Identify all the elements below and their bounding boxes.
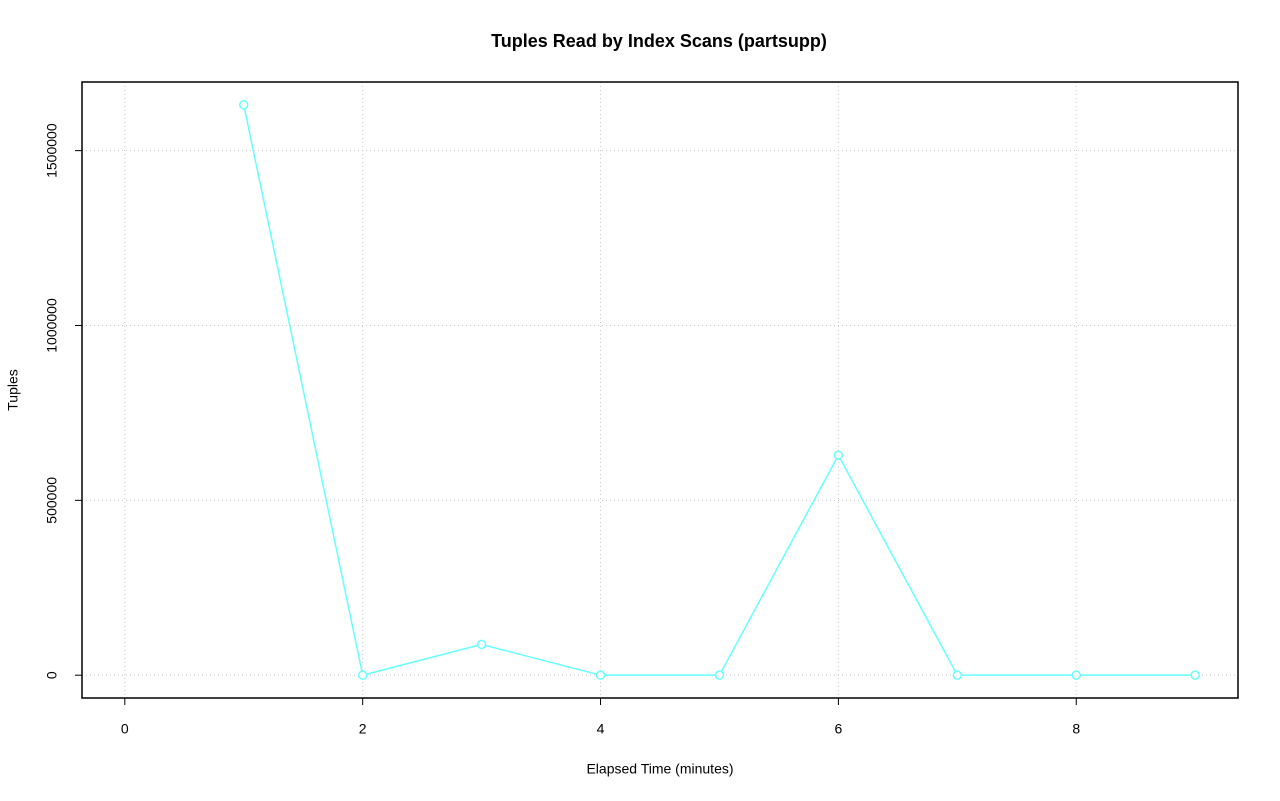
- x-tick-label: 4: [597, 721, 605, 737]
- point: [357, 670, 368, 680]
- point: [1190, 670, 1200, 680]
- point: [714, 670, 725, 680]
- y-axis-label: Tuples: [5, 369, 21, 411]
- x-tick-label: 8: [1072, 721, 1080, 737]
- x-tick-label: 2: [359, 721, 367, 737]
- y-tick-label: 1000000: [44, 298, 60, 353]
- point: [952, 670, 963, 680]
- point: [833, 450, 844, 460]
- x-tick-label: 0: [121, 721, 129, 737]
- x-tick-label: 6: [834, 721, 842, 737]
- series-line: [243, 104, 1196, 677]
- chart-title: Tuples Read by Index Scans (partsupp): [491, 31, 827, 51]
- y-tick-label: 500000: [44, 477, 60, 524]
- x-axis-label: Elapsed Time (minutes): [586, 761, 733, 777]
- y-tick-label: 0: [44, 671, 60, 679]
- point: [1071, 670, 1082, 680]
- y-tick-label: 1500000: [44, 123, 60, 178]
- point: [595, 670, 606, 680]
- plot-frame: [81, 81, 1239, 699]
- point: [238, 100, 249, 110]
- point: [476, 639, 487, 650]
